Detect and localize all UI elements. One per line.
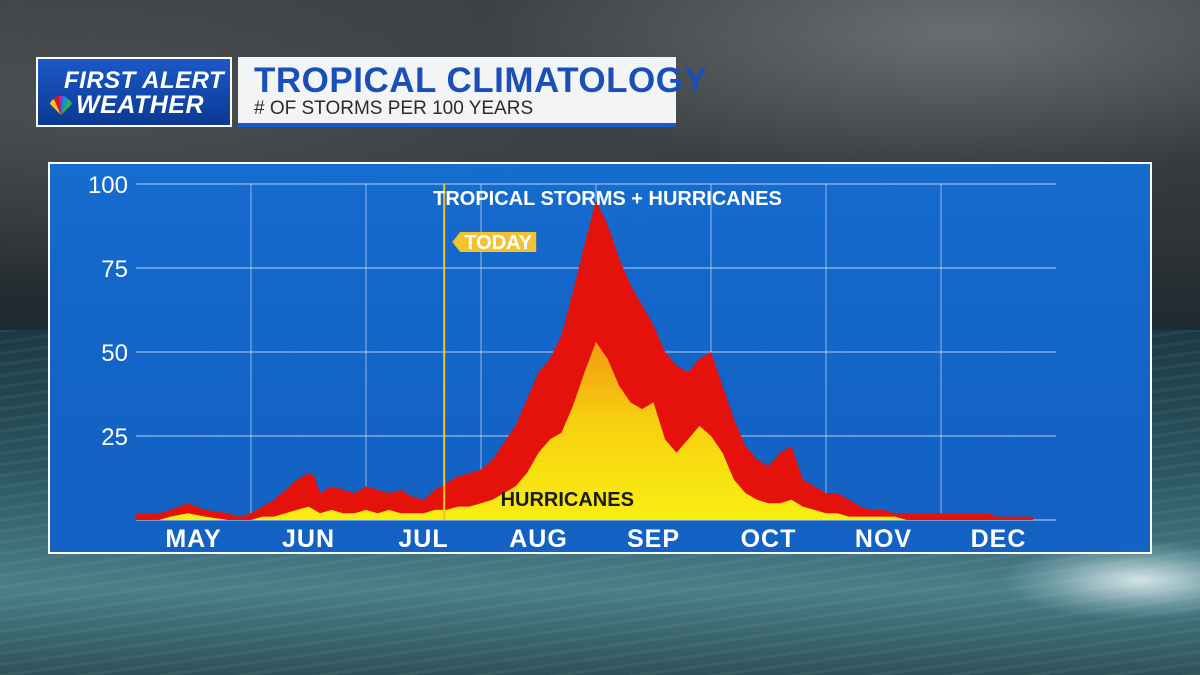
chart-subtitle: # OF STORMS PER 100 YEARS	[254, 98, 534, 119]
x-tick-label-aug: AUG	[509, 525, 568, 553]
peacock-icon	[50, 96, 72, 115]
y-tick-label-100: 100	[88, 172, 128, 199]
chart-grid	[136, 183, 1056, 521]
today-marker-flag	[452, 232, 537, 252]
logo-line2: WEATHER	[76, 91, 205, 119]
chart-areas	[136, 200, 1033, 521]
x-tick-label-sep: SEP	[627, 525, 680, 553]
x-axis-ticks: MAY JUN JUL AUG SEP OCT NOV DEC	[165, 525, 1027, 553]
y-axis-ticks: 25 50 75 100	[88, 172, 128, 451]
series-label-total: TROPICAL STORMS + HURRICANES	[433, 188, 782, 210]
x-tick-label-dec: DEC	[971, 525, 1027, 553]
first-alert-weather-logo: FIRST ALERT WEATHER	[36, 57, 232, 127]
area-series-1	[136, 341, 1033, 520]
chart-annotations: TODAY TROPICAL STORMS + HURRICANES HURRICA…	[433, 184, 782, 520]
title-box: TROPICAL CLIMATOLOGY # OF STORMS PER 100…	[238, 57, 707, 127]
y-tick-label-50: 50	[101, 340, 128, 367]
x-tick-label-jun: JUN	[282, 525, 335, 553]
y-tick-label-75: 75	[101, 256, 128, 283]
x-tick-label-oct: OCT	[741, 525, 797, 553]
logo-line1: FIRST ALERT	[64, 67, 225, 94]
y-tick-label-25: 25	[101, 424, 128, 451]
series-label-hurricanes: HURRICANES	[501, 489, 634, 511]
x-tick-label-nov: NOV	[855, 525, 912, 553]
climatology-chart: 25 50 75 100 MAY JUN JUL AUG SEP OCT NOV DEC TODAY…	[88, 172, 1056, 553]
chart-title: TROPICAL CLIMATOLOGY	[254, 61, 708, 100]
area-series-0	[136, 200, 1033, 521]
x-tick-label-jul: JUL	[398, 525, 448, 553]
x-tick-label-may: MAY	[165, 525, 221, 553]
today-label: TODAY	[464, 232, 532, 254]
